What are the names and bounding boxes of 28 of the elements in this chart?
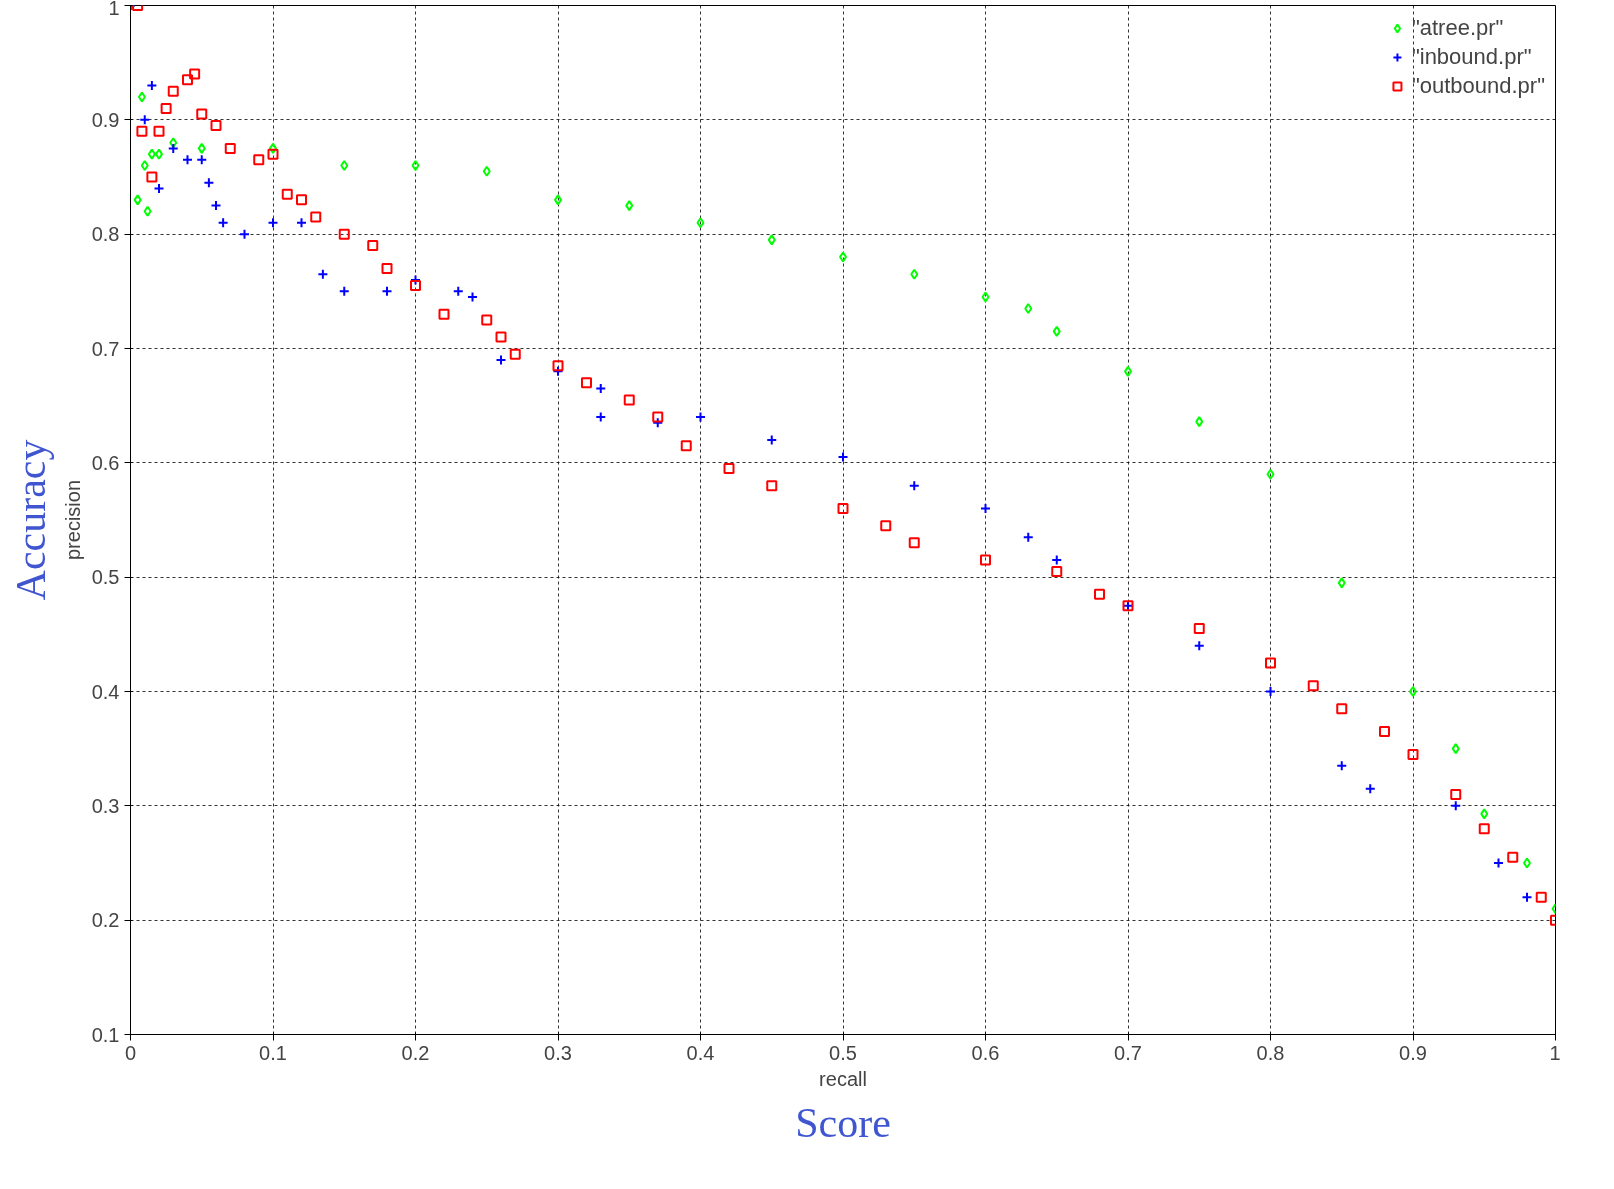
x-tick-label: 0.2 <box>401 1041 430 1064</box>
x-tick-label: 0.9 <box>1399 1041 1427 1064</box>
y-tick-label: 0.7 <box>91 337 120 360</box>
y-tick-label: 0.1 <box>91 1023 120 1046</box>
text: Score <box>795 1099 891 1146</box>
legend-label: "atree.pr" <box>1411 15 1504 41</box>
x-tick-label: 0.6 <box>971 1041 1000 1064</box>
y-tick-label: 0.4 <box>91 680 120 703</box>
y-axis-title: precision <box>61 479 84 561</box>
legend-label: "inbound.pr" <box>1411 44 1532 70</box>
x-tick-label: 0.8 <box>1256 1041 1285 1064</box>
y-tick-label: 0.3 <box>91 794 120 817</box>
x-tick-label: 0.7 <box>1114 1041 1142 1064</box>
x-tick-label: 0.4 <box>686 1041 715 1064</box>
x-tick-label: 0.3 <box>544 1041 572 1064</box>
y-tick-label: 1 <box>108 0 120 19</box>
text: Accuracy <box>7 439 54 601</box>
y-tick-label: 0.2 <box>91 909 120 932</box>
x-tick-label: 0 <box>124 1041 137 1064</box>
x-tick-label: 0.5 <box>829 1041 857 1064</box>
x-tick-label: 0.1 <box>259 1041 287 1064</box>
x-tick-label: 1 <box>1549 1041 1561 1064</box>
legend-label: "outbound.pr" <box>1411 73 1545 99</box>
y-tick-label: 0.9 <box>91 108 120 131</box>
x-axis-title: recall <box>819 1067 867 1090</box>
y-tick-label: 0.5 <box>91 566 120 589</box>
y-tick-label: 0.8 <box>91 223 120 246</box>
y-tick-label: 0.6 <box>91 451 120 474</box>
